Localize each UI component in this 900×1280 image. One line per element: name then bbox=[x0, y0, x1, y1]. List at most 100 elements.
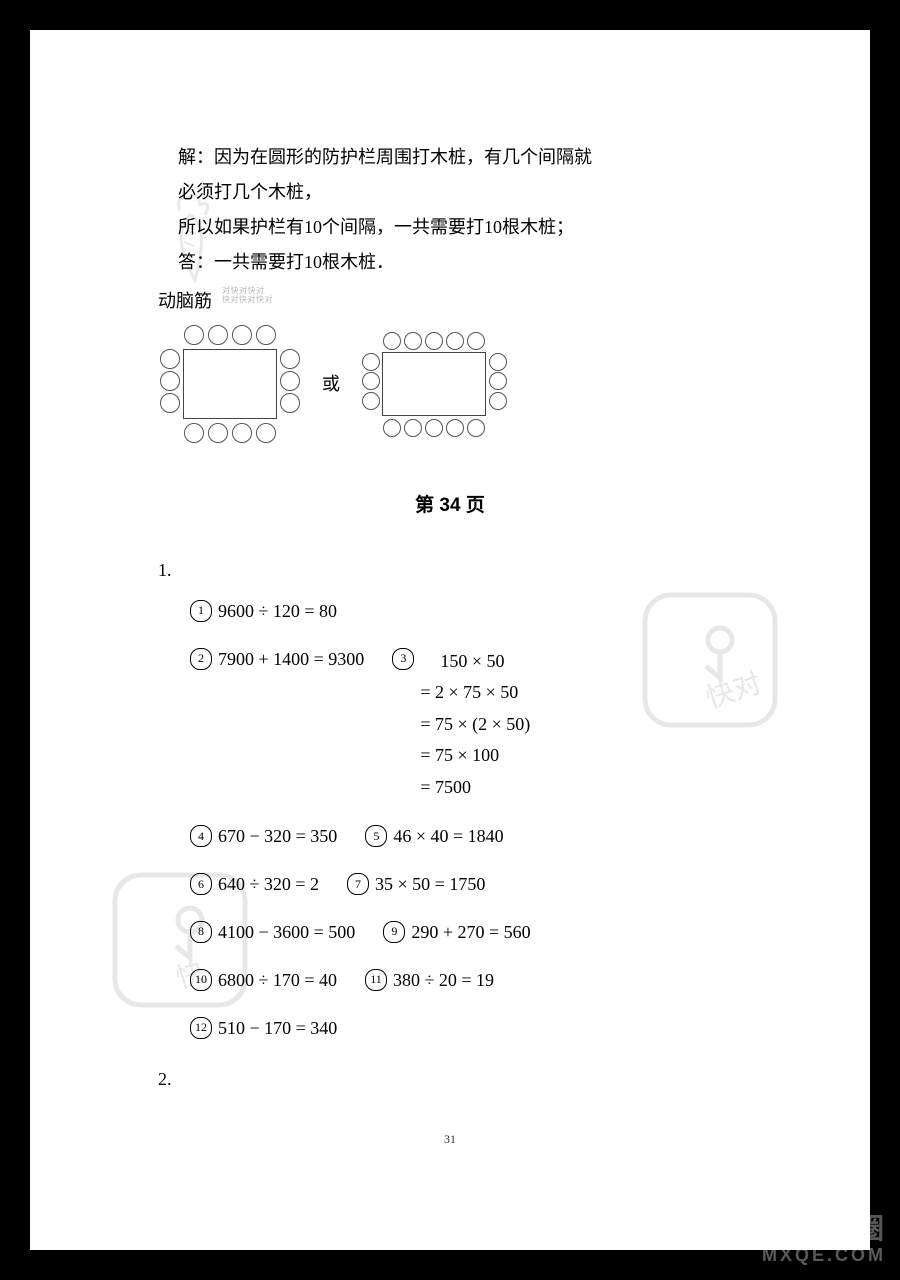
dot-icon bbox=[489, 372, 507, 390]
diagram-row: 或 bbox=[158, 323, 750, 445]
dot-icon bbox=[404, 419, 422, 437]
diagram-a-mid bbox=[158, 347, 302, 421]
eq-row-1: 1 9600 ÷ 120 = 80 bbox=[190, 598, 750, 626]
eq-3: 3 150 × 50 = 2 × 75 × 50 = 75 × (2 × 50)… bbox=[392, 646, 530, 804]
dot-icon bbox=[160, 393, 180, 413]
circled-number-icon: 11 bbox=[365, 969, 387, 991]
dot-icon bbox=[256, 325, 276, 345]
eq-3-stack: 150 × 50 = 2 × 75 × 50 = 75 × (2 × 50) =… bbox=[420, 646, 530, 804]
eq-row-2: 2 7900 + 1400 = 9300 3 150 × 50 = 2 × 75… bbox=[190, 646, 750, 804]
diagram-a-right bbox=[278, 347, 302, 421]
diagram-b bbox=[360, 330, 508, 438]
dot-icon bbox=[425, 332, 443, 350]
dot-icon bbox=[489, 353, 507, 371]
dot-icon bbox=[467, 332, 485, 350]
dot-icon bbox=[208, 423, 228, 443]
diagram-b-bottom bbox=[360, 417, 508, 438]
dot-icon bbox=[362, 353, 380, 371]
diagram-a-rect bbox=[183, 349, 277, 419]
dot-icon bbox=[425, 419, 443, 437]
dot-icon bbox=[362, 372, 380, 390]
diagram-b-top bbox=[360, 330, 508, 351]
eq-3e: = 7500 bbox=[420, 772, 530, 804]
dot-icon bbox=[383, 419, 401, 437]
q2-label: 2. bbox=[158, 1062, 750, 1097]
eq-4: 4 670 − 320 = 350 bbox=[190, 823, 337, 851]
circled-number-icon: 4 bbox=[190, 825, 212, 847]
eq-1: 1 9600 ÷ 120 = 80 bbox=[190, 598, 337, 626]
dot-icon bbox=[280, 371, 300, 391]
eq-9-text: 290 + 270 = 560 bbox=[411, 919, 530, 947]
explain-line-1: 解：因为在圆形的防护栏周围打木桩，有几个间隔就 bbox=[178, 140, 750, 175]
dot-icon bbox=[489, 392, 507, 410]
circled-number-icon: 6 bbox=[190, 873, 212, 895]
tiny-wm-line-2: 快对快对快对 bbox=[222, 295, 273, 304]
section-dongnaojin: 动脑筋 对快对快对 快对快对快对 bbox=[158, 284, 750, 319]
eq-6: 6 640 ÷ 320 = 2 bbox=[190, 871, 319, 899]
eq-2: 2 7900 + 1400 = 9300 bbox=[190, 646, 364, 674]
page: 解：因为在圆形的防护栏周围打木桩，有几个间隔就 必须打几个木桩， 所以如果护栏有… bbox=[30, 30, 870, 1250]
dot-icon bbox=[280, 393, 300, 413]
eq-3b: = 2 × 75 × 50 bbox=[420, 677, 530, 709]
eq-row-3: 4 670 − 320 = 350 5 46 × 40 = 1840 bbox=[190, 823, 750, 851]
explain-line-3: 所以如果护栏有10个间隔，一共需要打10根木桩； bbox=[178, 210, 750, 245]
explain-line-2: 必须打几个木桩， bbox=[178, 175, 750, 210]
diagram-a-left bbox=[158, 347, 182, 421]
eq-row-7: 12 510 − 170 = 340 bbox=[190, 1015, 750, 1043]
eq-7-text: 35 × 50 = 1750 bbox=[375, 871, 485, 899]
or-label: 或 bbox=[322, 367, 340, 402]
eq-5-text: 46 × 40 = 1840 bbox=[393, 823, 503, 851]
eq-3c: = 75 × (2 × 50) bbox=[420, 709, 530, 741]
eq-10-text: 6800 ÷ 170 = 40 bbox=[218, 967, 337, 995]
diagram-a-top bbox=[158, 323, 302, 347]
eq-8-text: 4100 − 3600 = 500 bbox=[218, 919, 355, 947]
eq-9: 9 290 + 270 = 560 bbox=[383, 919, 530, 947]
circled-number-icon: 2 bbox=[190, 648, 212, 670]
circled-number-icon: 7 bbox=[347, 873, 369, 895]
circled-number-icon: 12 bbox=[190, 1017, 212, 1039]
eq-4-text: 670 − 320 = 350 bbox=[218, 823, 337, 851]
diagram-a-bottom bbox=[158, 421, 302, 445]
dot-icon bbox=[184, 325, 204, 345]
dot-icon bbox=[467, 419, 485, 437]
diagram-b-rect bbox=[382, 352, 486, 416]
dot-icon bbox=[160, 371, 180, 391]
equation-block: 1 9600 ÷ 120 = 80 2 7900 + 1400 = 9300 3… bbox=[190, 598, 750, 1043]
circled-number-icon: 10 bbox=[190, 969, 212, 991]
eq-3a: 150 × 50 bbox=[420, 646, 530, 678]
eq-3d: = 75 × 100 bbox=[420, 740, 530, 772]
circled-number-icon: 1 bbox=[190, 600, 212, 622]
eq-7: 7 35 × 50 = 1750 bbox=[347, 871, 485, 899]
circled-number-icon: 8 bbox=[190, 921, 212, 943]
eq-5: 5 46 × 40 = 1840 bbox=[365, 823, 503, 851]
eq-8: 8 4100 − 3600 = 500 bbox=[190, 919, 355, 947]
eq-11: 11 380 ÷ 20 = 19 bbox=[365, 967, 494, 995]
page-title: 第 34 页 bbox=[150, 487, 750, 524]
dot-icon bbox=[160, 349, 180, 369]
dot-icon bbox=[362, 392, 380, 410]
page-number: 31 bbox=[150, 1128, 750, 1151]
circled-number-icon: 5 bbox=[365, 825, 387, 847]
explain-line-4: 答：一共需要打10根木桩． bbox=[178, 245, 750, 280]
eq-12: 12 510 − 170 = 340 bbox=[190, 1015, 337, 1043]
dot-icon bbox=[232, 325, 252, 345]
dot-icon bbox=[280, 349, 300, 369]
eq-10: 10 6800 ÷ 170 = 40 bbox=[190, 967, 337, 995]
eq-1-text: 9600 ÷ 120 = 80 bbox=[218, 598, 337, 626]
tiny-watermark: 对快对快对 快对快对快对 bbox=[222, 286, 273, 304]
eq-6-text: 640 ÷ 320 = 2 bbox=[218, 871, 319, 899]
eq-row-4: 6 640 ÷ 320 = 2 7 35 × 50 = 1750 bbox=[190, 871, 750, 899]
eq-row-6: 10 6800 ÷ 170 = 40 11 380 ÷ 20 = 19 bbox=[190, 967, 750, 995]
eq-11-text: 380 ÷ 20 = 19 bbox=[393, 967, 494, 995]
dot-icon bbox=[208, 325, 228, 345]
dot-icon bbox=[404, 332, 422, 350]
dot-icon bbox=[232, 423, 252, 443]
eq-row-5: 8 4100 − 3600 = 500 9 290 + 270 = 560 bbox=[190, 919, 750, 947]
diagram-b-mid bbox=[360, 351, 508, 417]
section-label-text: 动脑筋 bbox=[158, 291, 212, 311]
dot-icon bbox=[446, 419, 464, 437]
content: 解：因为在圆形的防护栏周围打木桩，有几个间隔就 必须打几个木桩， 所以如果护栏有… bbox=[30, 30, 870, 1191]
diagram-b-right bbox=[487, 351, 508, 417]
dot-icon bbox=[383, 332, 401, 350]
circled-number-icon: 9 bbox=[383, 921, 405, 943]
